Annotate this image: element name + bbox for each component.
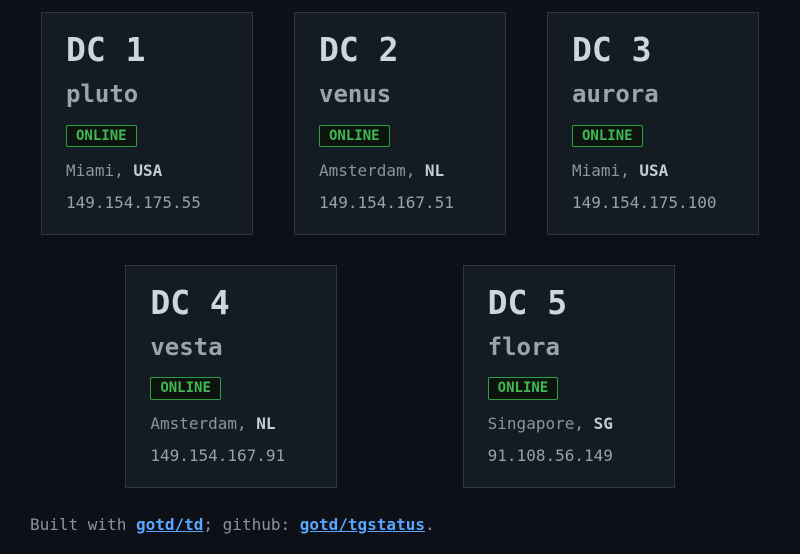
dc-city: Singapore, (487, 414, 584, 434)
dc-ip-address: 149.154.167.91 (150, 446, 286, 466)
dc-ip-address: 149.154.175.100 (572, 193, 717, 213)
dc-hostname: pluto (66, 79, 139, 108)
dc-city: Miami, (572, 161, 630, 181)
dc-hostname: venus (319, 79, 392, 108)
dc-city: Amsterdam, (150, 414, 247, 434)
dc-location: Miami, USA (572, 161, 734, 182)
dc-title: DC 2 (319, 30, 399, 69)
dc-ip-address: 149.154.167.51 (319, 193, 454, 213)
dc-location: Amsterdam, NL (319, 161, 481, 182)
datacenter-card-grid: DC 1 pluto ONLINE Miami, USA 149.154.175.… (41, 12, 759, 488)
footer-prefix-text: Built with (30, 514, 136, 534)
dc-card: DC 3 aurora ONLINE Miami, USA 149.154.175… (547, 12, 759, 235)
status-badge: ONLINE (150, 377, 221, 401)
dc-country: USA (639, 161, 669, 181)
link-gotd-td[interactable]: gotd/td (135, 514, 204, 534)
status-badge: ONLINE (487, 377, 559, 401)
dc-title: DC 1 (66, 30, 146, 69)
dc-location: Miami, USA (66, 161, 228, 182)
dc-card: DC 5 flora ONLINE Singapore, SG 91.108.56… (462, 264, 675, 488)
footer: Built with gotd/td; github: gotd/tgstatu… (30, 515, 800, 534)
dc-ip-address: 91.108.56.149 (487, 446, 613, 466)
dc-country: SG (593, 414, 613, 434)
dc-card: DC 2 venus ONLINE Amsterdam, NL 149.154.1… (294, 12, 506, 235)
dc-ip-address: 149.154.175.55 (66, 193, 201, 213)
dc-hostname: aurora (572, 79, 659, 108)
status-badge: ONLINE (319, 124, 390, 148)
status-badge: ONLINE (572, 124, 643, 148)
dc-location: Singapore, SG (488, 414, 650, 435)
dc-country: USA (133, 161, 163, 181)
footer-suffix-text: . (424, 514, 435, 534)
dc-city: Amsterdam, (319, 161, 416, 181)
dc-country: NL (424, 161, 445, 181)
dc-hostname: flora (487, 332, 560, 361)
status-badge: ONLINE (66, 124, 137, 148)
footer-separator-text: ; github: (203, 514, 300, 534)
dc-country: NL (256, 414, 276, 434)
dc-hostname: vesta (150, 332, 223, 361)
dc-city: Miami, (66, 161, 124, 181)
dc-card: DC 1 pluto ONLINE Miami, USA 149.154.175.… (41, 12, 253, 235)
link-gotd-tgstatus[interactable]: gotd/tgstatus (299, 514, 425, 534)
dc-title: DC 5 (487, 282, 568, 322)
dc-title: DC 4 (150, 282, 230, 322)
dc-title: DC 3 (572, 30, 652, 69)
dc-location: Amsterdam, NL (150, 414, 312, 435)
dc-card: DC 4 vesta ONLINE Amsterdam, NL 149.154.1… (125, 264, 338, 488)
